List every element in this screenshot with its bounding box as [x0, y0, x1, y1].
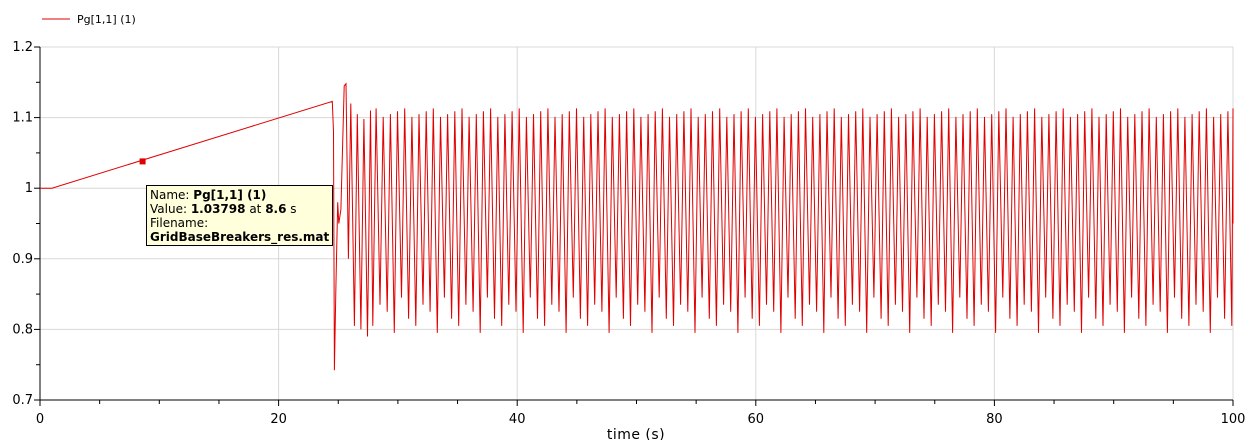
y-tick-label: 1: [25, 181, 33, 196]
x-tick-label: 100: [1221, 412, 1246, 427]
data-tooltip: Name: Pg[1,1] (1) Value: 1.03798 at 8.6 …: [146, 185, 334, 246]
x-tick-label: 60: [748, 412, 765, 427]
x-axis-title: time (s): [607, 427, 665, 440]
y-tick-label: 1.2: [12, 40, 33, 55]
x-tick-label: 40: [509, 412, 526, 427]
y-tick-label: 0.9: [12, 252, 33, 267]
tooltip-name-value: Pg[1,1] (1): [193, 188, 267, 202]
tick-labels: 0 20 40 60 80 100 0.7 0.8 0.9 1 1.1 1.2: [12, 40, 1245, 427]
x-tick-label: 80: [986, 412, 1003, 427]
tooltip-name-row: Name: Pg[1,1] (1): [150, 188, 267, 202]
tooltip-filename-value: GridBaseBreakers_res.mat: [150, 230, 330, 244]
tooltip-filename-label: Filename:: [150, 216, 209, 230]
tooltip-time: 8.6: [265, 202, 287, 216]
axis-ticks: [34, 46, 1234, 406]
tooltip-value: 1.03798: [190, 202, 246, 216]
data-point-marker[interactable]: [139, 158, 146, 165]
x-tick-label: 0: [36, 412, 44, 427]
y-tick-label: 0.8: [12, 322, 33, 337]
legend-label: Pg[1,1] (1): [77, 13, 136, 26]
legend[interactable]: Pg[1,1] (1): [42, 13, 136, 26]
x-tick-label: 20: [270, 412, 287, 427]
y-tick-label: 0.7: [12, 393, 33, 408]
series-line-pg-1-1[interactable]: [40, 82, 1234, 371]
y-tick-label: 1.1: [12, 111, 33, 126]
tooltip-value-row: Value: 1.03798 at 8.6 s: [150, 202, 297, 216]
